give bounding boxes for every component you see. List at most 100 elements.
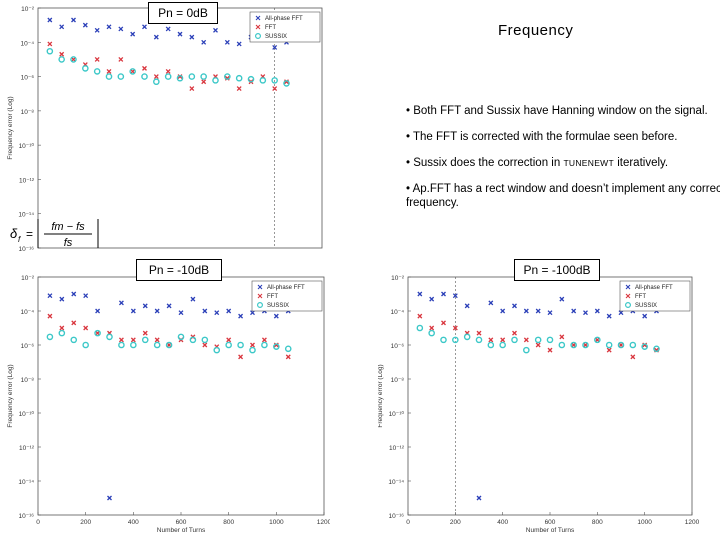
data-point-all-phase-fft	[71, 17, 76, 23]
data-point-sussix	[153, 341, 161, 349]
data-point-all-phase-fft	[154, 308, 160, 314]
data-point-all-phase-fft	[571, 308, 577, 314]
data-point-fft	[417, 313, 423, 319]
y-tick-label: 10⁻⁶	[391, 343, 405, 350]
data-point-all-phase-fft	[238, 313, 244, 319]
data-point-sussix	[582, 341, 589, 349]
legend-marker	[257, 301, 264, 308]
data-point-fft	[236, 86, 242, 92]
y-tick-label: 10⁻¹⁴	[18, 212, 34, 219]
data-point-fft	[71, 56, 76, 62]
data-point-all-phase-fft	[47, 17, 53, 23]
data-point-sussix	[570, 341, 577, 349]
data-point-all-phase-fft	[189, 34, 195, 40]
y-tick-label: 10⁻¹²	[19, 177, 35, 184]
y-tick-label: 10⁻⁴	[391, 309, 405, 316]
chart-svg-top: 10⁻² 10⁻⁴ 10⁻⁶ 10⁻⁸ 10⁻¹⁰ 10⁻¹² 10⁻¹⁴ 10⁻¹⁶ Freq…	[7, 6, 323, 253]
y-tick-label: 10⁻¹⁰	[389, 410, 405, 418]
bullet-item-2: • The FFT is corrected with the formulae…	[406, 130, 678, 143]
legend-marker	[255, 15, 261, 21]
data-point-fft	[618, 342, 624, 348]
data-point-all-phase-fft	[488, 300, 494, 306]
legend-label: FFT	[265, 25, 276, 31]
data-point-all-phase-fft	[559, 296, 565, 302]
data-point-all-phase-fft	[224, 39, 230, 45]
data-point-fft	[118, 56, 124, 62]
chart-svg-bottom-right: 10⁻² 10⁻⁴ 10⁻⁶ 10⁻⁸ 10⁻¹⁰ 10⁻¹² 10⁻¹⁴ 10⁻¹⁶0 200…	[377, 275, 700, 534]
data-point-all-phase-fft	[618, 310, 624, 316]
data-point-all-phase-fft	[166, 303, 172, 309]
data-point-sussix	[70, 56, 77, 63]
y-tick-label: 10⁻⁸	[21, 109, 35, 116]
data-point-fft	[47, 313, 53, 319]
legend-box	[619, 280, 691, 312]
data-point-fft	[130, 337, 136, 343]
y-tick-label: 10⁻²	[21, 6, 35, 13]
legend-label: SUSSIX	[267, 303, 289, 309]
data-point-all-phase-fft	[118, 26, 124, 32]
y-tick-label: 10⁻¹⁴	[18, 479, 34, 486]
data-point-fft	[189, 86, 195, 92]
data-point-all-phase-fft	[523, 308, 529, 314]
data-point-all-phase-fft	[178, 310, 184, 316]
data-point-fft	[130, 68, 136, 74]
data-point-sussix	[235, 74, 243, 82]
data-point-sussix	[225, 341, 232, 349]
data-point-sussix	[189, 336, 197, 344]
data-point-all-phase-fft	[476, 495, 482, 501]
legend-label: FFT	[635, 294, 646, 300]
y-tick-label: 10⁻¹²	[389, 445, 405, 452]
data-point-fft	[94, 56, 100, 62]
data-point-fft	[166, 342, 172, 348]
delta-f-formula: δ f = fm − fs fs	[8, 216, 128, 250]
data-point-all-phase-fft	[95, 308, 101, 314]
data-point-sussix	[94, 329, 101, 337]
formula-denominator: fs	[64, 237, 73, 249]
data-point-fft	[202, 342, 208, 348]
y-tick-label: 10⁻¹²	[19, 445, 35, 452]
data-point-sussix	[224, 73, 231, 80]
data-point-all-phase-fft	[202, 308, 208, 314]
data-point-fft	[250, 342, 255, 348]
data-point-all-phase-fft	[273, 313, 279, 319]
data-point-all-phase-fft	[153, 34, 159, 40]
data-point-sussix	[511, 336, 518, 344]
data-point-sussix	[617, 341, 625, 349]
data-point-sussix	[212, 77, 219, 84]
bullet-item-3: • Sussix does the correction in TUNENEWT…	[406, 156, 720, 170]
panel-label-bottom-right: Pn = -100dB	[514, 259, 600, 281]
y-tick-label: 10⁻²	[21, 275, 35, 282]
data-point-sussix	[271, 77, 278, 84]
legend-label: FFT	[267, 294, 278, 300]
data-point-sussix	[118, 341, 125, 349]
data-point-fft	[476, 330, 482, 336]
data-point-sussix	[46, 333, 54, 341]
data-point-fft	[118, 337, 124, 343]
data-point-sussix	[605, 341, 613, 349]
data-point-sussix	[440, 336, 447, 344]
formula-numerator: fm − fs	[51, 221, 85, 233]
data-point-fft	[594, 337, 600, 343]
data-point-all-phase-fft	[250, 310, 255, 316]
data-point-fft	[429, 325, 435, 331]
data-point-fft	[153, 74, 159, 80]
data-point-sussix	[629, 341, 637, 349]
data-point-all-phase-fft	[59, 296, 65, 302]
data-point-sussix	[176, 74, 184, 82]
data-point-all-phase-fft	[142, 303, 148, 309]
legend-marker	[625, 284, 631, 290]
data-point-sussix	[188, 73, 196, 80]
data-point-sussix	[546, 336, 554, 344]
data-point-fft	[71, 320, 77, 326]
x-tick-label: 800	[592, 519, 603, 526]
bullet-3-suffix: iteratively.	[614, 156, 669, 169]
legend-label: SUSSIX	[265, 34, 287, 40]
bullet-3-code: TUNENEWT	[563, 157, 614, 168]
data-point-all-phase-fft	[201, 39, 207, 45]
data-point-sussix	[82, 341, 89, 349]
bullet-list: • Both FFT and Sussix have Hanning windo…	[366, 104, 720, 222]
data-point-fft	[59, 325, 65, 331]
data-point-sussix	[117, 73, 125, 80]
data-point-sussix	[58, 329, 66, 337]
data-point-all-phase-fft	[94, 27, 100, 33]
